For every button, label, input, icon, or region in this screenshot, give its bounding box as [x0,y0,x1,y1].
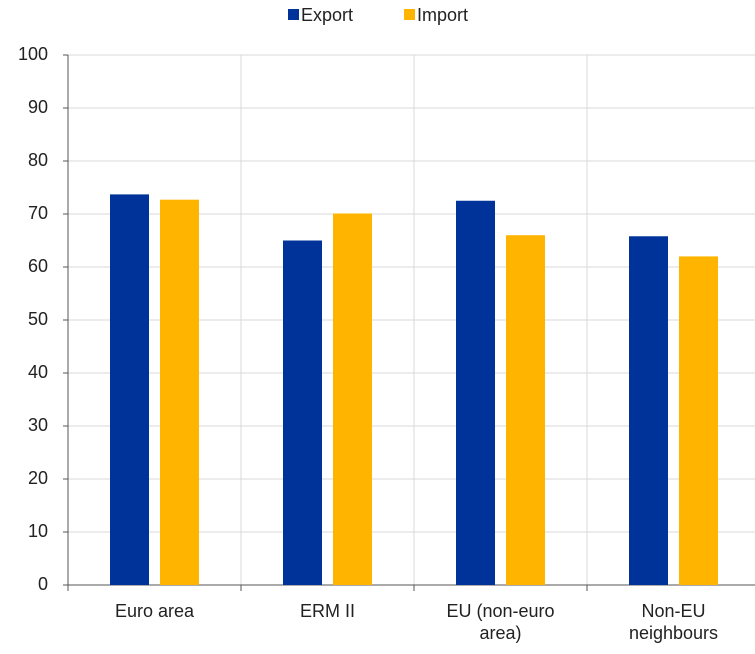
y-tick-label: 20 [28,468,48,488]
y-tick-label: 0 [38,574,48,594]
bar [160,199,199,585]
bar [283,240,322,585]
y-tick-label: 50 [28,309,48,329]
y-tick-label: 10 [28,521,48,541]
x-tick-label: EU (non-euro area) [446,601,555,643]
bar [333,213,372,585]
y-tick-label: 60 [28,256,48,276]
bar [679,256,718,585]
bar [506,235,545,585]
legend-label: Import [417,5,468,25]
y-tick-label: 40 [28,362,48,382]
y-tick-label: 90 [28,97,48,117]
y-tick-label: 100 [18,44,48,64]
bar [629,236,668,585]
bar [456,200,495,585]
y-tick-label: 70 [28,203,48,223]
x-tick-label: ERM II [299,601,355,621]
bar [110,194,149,585]
y-tick-label: 80 [28,150,48,170]
x-tick-label: Non-EU neighbours [628,601,719,643]
x-tick-label: Euro area [114,601,195,621]
legend-swatch [288,9,299,20]
y-tick-label: 30 [28,415,48,435]
legend-swatch [404,9,415,20]
legend-label: Export [301,5,353,25]
